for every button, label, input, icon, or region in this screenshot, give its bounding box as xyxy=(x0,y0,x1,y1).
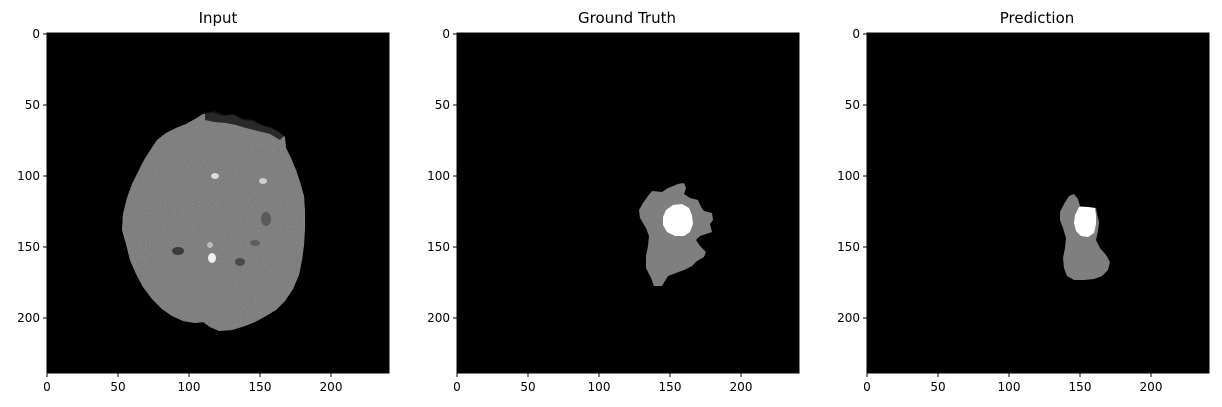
y-tick-label: 100 xyxy=(837,169,860,183)
panel-title-ground-truth: Ground Truth xyxy=(578,9,676,27)
axes-frame xyxy=(456,32,800,374)
y-tick-label: 150 xyxy=(427,240,450,254)
edema-region xyxy=(1060,194,1110,280)
panel-title-input: Input xyxy=(199,9,238,27)
dark-spot xyxy=(172,247,184,255)
x-axis-ground-truth: 0 50 100 150 200 xyxy=(453,373,752,394)
x-tick-label: 100 xyxy=(588,380,611,394)
x-tick-label: 0 xyxy=(43,380,51,394)
dark-spot xyxy=(261,212,271,226)
y-tick-label: 150 xyxy=(17,240,40,254)
y-axis-prediction: 0 50 100 150 200 xyxy=(837,27,867,325)
x-tick-label: 0 xyxy=(453,380,461,394)
y-tick-label: 0 xyxy=(852,27,860,41)
x-tick-label: 100 xyxy=(178,380,201,394)
y-tick-label: 150 xyxy=(837,240,860,254)
x-tick-label: 50 xyxy=(520,380,535,394)
y-tick-label: 50 xyxy=(845,98,860,112)
bright-spot xyxy=(207,242,213,248)
y-tick-label: 0 xyxy=(442,27,450,41)
panel-ground-truth: Ground Truth 0 50 100 150 200 0 50 100 1… xyxy=(427,9,800,394)
x-tick-label: 200 xyxy=(730,380,753,394)
y-tick-label: 50 xyxy=(25,98,40,112)
y-tick-label: 0 xyxy=(32,27,40,41)
image-area-prediction xyxy=(867,33,1209,373)
x-tick-label: 150 xyxy=(659,380,682,394)
y-axis-ground-truth: 0 50 100 150 200 xyxy=(427,27,457,325)
panel-input: Input 0 50 100 150 200 xyxy=(17,9,390,394)
y-tick-label: 100 xyxy=(17,169,40,183)
frontal-dark-rim xyxy=(205,111,284,140)
core-region xyxy=(663,204,693,236)
panel-prediction: Prediction 0 50 100 150 200 0 50 100 150 xyxy=(837,9,1210,394)
x-tick-label: 50 xyxy=(110,380,125,394)
y-tick-label: 200 xyxy=(837,311,860,325)
x-axis-input: 0 50 100 150 200 xyxy=(43,373,342,394)
bright-spot xyxy=(211,173,219,179)
x-tick-label: 150 xyxy=(1069,380,1092,394)
x-tick-label: 50 xyxy=(930,380,945,394)
x-tick-label: 100 xyxy=(998,380,1021,394)
brain-region xyxy=(122,113,305,331)
y-tick-label: 50 xyxy=(435,98,450,112)
dark-spot xyxy=(235,258,245,266)
x-tick-label: 150 xyxy=(249,380,272,394)
y-tick-label: 200 xyxy=(427,311,450,325)
x-tick-label: 200 xyxy=(1140,380,1163,394)
axes-frame xyxy=(866,32,1210,374)
panel-title-prediction: Prediction xyxy=(1000,9,1075,27)
axes-frame xyxy=(46,32,390,374)
y-axis-input: 0 50 100 150 200 xyxy=(17,27,47,325)
core-region xyxy=(1074,207,1096,237)
x-tick-label: 0 xyxy=(863,380,871,394)
y-tick-label: 200 xyxy=(17,311,40,325)
x-tick-label: 200 xyxy=(320,380,343,394)
y-tick-label: 100 xyxy=(427,169,450,183)
image-area-ground-truth xyxy=(457,33,799,373)
x-axis-prediction: 0 50 100 150 200 xyxy=(863,373,1162,394)
brain-scan xyxy=(122,111,305,331)
dark-spot xyxy=(250,240,260,246)
bright-spot xyxy=(208,253,216,263)
bright-spot xyxy=(259,178,267,184)
